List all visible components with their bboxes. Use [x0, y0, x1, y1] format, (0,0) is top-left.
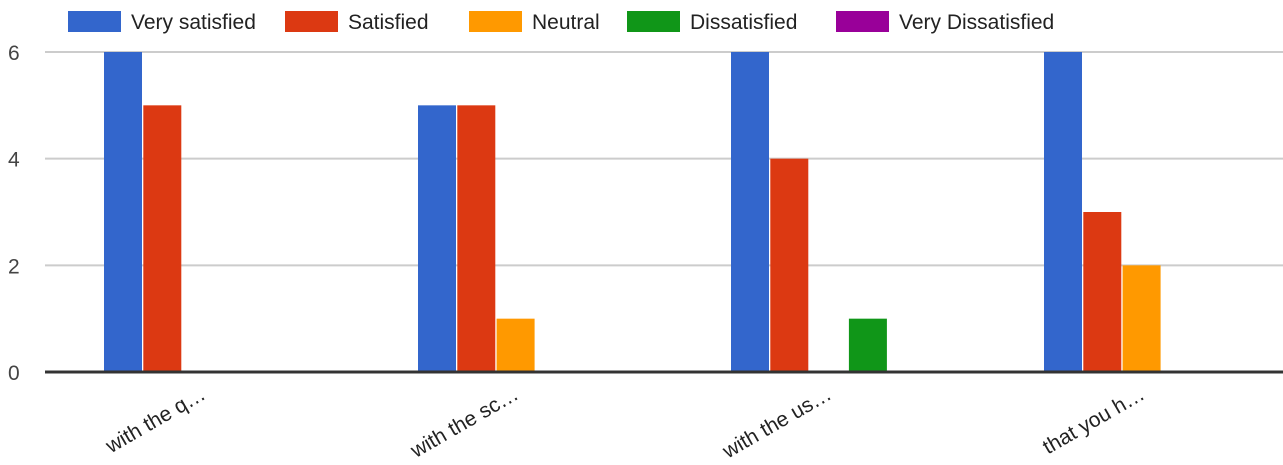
bar[interactable] — [418, 105, 456, 372]
legend-item[interactable]: Very satisfied — [68, 11, 256, 34]
y-axis-tick-labels: 0 2 4 6 — [8, 42, 20, 385]
bar[interactable] — [731, 52, 769, 372]
legend-swatch — [627, 11, 680, 32]
legend-label: Dissatisfied — [690, 11, 797, 34]
bar[interactable] — [143, 105, 182, 372]
legend: Very satisfied Satisfied Neutral Dissatisfi… — [68, 11, 1054, 34]
x-category-label: with the us… — [718, 382, 835, 463]
bar[interactable] — [1122, 265, 1161, 372]
y-tick-label: 2 — [8, 255, 20, 278]
legend-swatch — [68, 11, 121, 32]
bar[interactable] — [104, 52, 142, 372]
y-tick-label: 0 — [8, 362, 20, 385]
x-category-label: with the sc… — [406, 382, 522, 463]
bar[interactable] — [1044, 52, 1082, 372]
y-tick-label: 6 — [8, 42, 20, 65]
x-category-label: with the q… — [101, 382, 209, 458]
bar[interactable] — [496, 318, 535, 372]
bar[interactable] — [770, 158, 809, 372]
bar[interactable] — [848, 318, 887, 372]
bar[interactable] — [1083, 212, 1122, 372]
legend-label: Very Dissatisfied — [899, 11, 1054, 34]
legend-item[interactable]: Satisfied — [285, 11, 429, 34]
x-category-label: that you h… — [1039, 382, 1149, 459]
bars — [104, 52, 1161, 372]
legend-label: Very satisfied — [131, 11, 256, 34]
legend-swatch — [836, 11, 889, 32]
legend-label: Satisfied — [348, 11, 429, 34]
legend-swatch — [285, 11, 338, 32]
legend-item[interactable]: Neutral — [469, 11, 600, 34]
y-tick-label: 4 — [8, 149, 20, 172]
legend-label: Neutral — [532, 11, 600, 34]
legend-swatch — [469, 11, 522, 32]
legend-item[interactable]: Dissatisfied — [627, 11, 797, 34]
x-axis-category-labels: with the q… with the sc… with the us… that … — [101, 382, 1148, 463]
legend-item[interactable]: Very Dissatisfied — [836, 11, 1054, 34]
bar[interactable] — [457, 105, 496, 372]
